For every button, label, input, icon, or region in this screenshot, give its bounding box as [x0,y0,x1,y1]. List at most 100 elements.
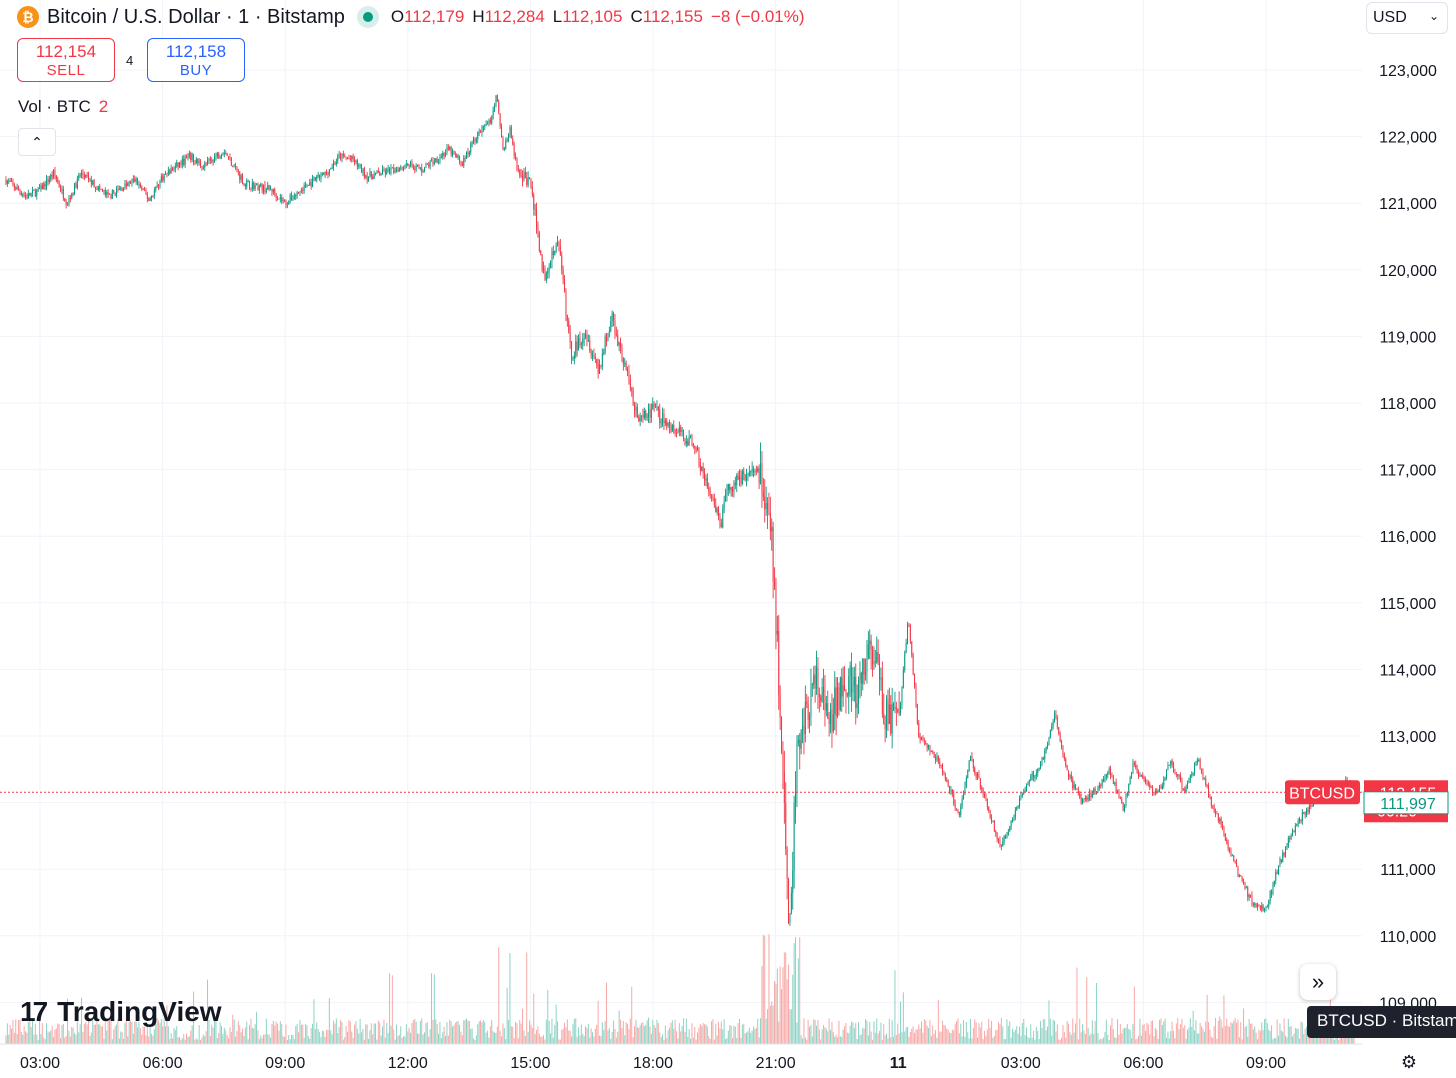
volume-bar [12,1019,14,1044]
candle-body [909,626,911,642]
candle-body [303,185,305,191]
candle-body [778,630,780,696]
candle-body [300,189,302,192]
candle-body [1054,713,1056,722]
candle-body [734,482,736,486]
volume-bar [1315,1032,1317,1044]
candle-body [510,127,512,139]
candle-body [174,166,176,169]
volume-bar [610,1038,612,1044]
volume-bar [65,1035,67,1044]
volume-bar [174,1029,176,1044]
candle-body [208,158,210,161]
volume-bar [71,1026,73,1044]
candle-body [121,187,123,191]
volume-bar [824,1027,826,1044]
candle-body [902,669,904,688]
volume-bar [695,1039,697,1044]
price-axis-panel[interactable] [1362,0,1456,1078]
candle-body [186,157,188,159]
volume-bar [817,1019,819,1044]
candle-body [373,174,375,179]
volume-bar [1262,1029,1264,1044]
candle-body [744,474,746,481]
candle-body [603,352,605,354]
volume-bar [162,1026,164,1044]
volume-bar [90,1032,92,1044]
volume-bar [467,1020,469,1044]
candle-body [1171,760,1173,765]
candle-body [20,192,22,196]
candle-body [968,760,970,772]
volume-legend[interactable]: Vol · BTC 2 [18,97,108,117]
candle-body [634,405,636,411]
candle-body [963,793,965,799]
volume-bar [512,1026,514,1044]
symbol-title[interactable]: Bitcoin / U.S. Dollar · 1 · Bitstamp [47,5,345,28]
volume-bar [18,1020,20,1044]
volume-bar [1073,1032,1075,1044]
candle-body [774,581,776,587]
volume-bar [253,1028,255,1044]
volume-bar [544,1039,546,1044]
volume-bar [267,1034,269,1044]
volume-bar [184,1039,186,1044]
candle-body [380,174,382,176]
volume-bar [1002,1026,1004,1044]
currency-select[interactable]: USD ⌄ [1366,2,1448,34]
volume-bar [1304,1028,1306,1044]
candle-body [652,404,654,410]
volume-bar [961,1036,963,1044]
volume-bar [643,1026,645,1044]
scroll-to-realtime-button[interactable]: » [1300,964,1336,1000]
volume-bar [1311,1036,1313,1044]
sell-button[interactable]: 112,154 SELL [17,38,115,82]
volume-bar [396,1024,398,1044]
candle-body [474,137,476,142]
buy-button[interactable]: 112,158 BUY [147,38,245,82]
candle-body [459,155,461,162]
volume-bar [1259,1030,1261,1044]
candle-body [452,150,454,155]
candle-body [685,441,687,444]
candle-body [508,133,510,140]
volume-bar [480,1020,482,1044]
volume-bar [327,1030,329,1044]
tradingview-logo[interactable]: 17 TradingView [20,996,222,1028]
candle-body [550,261,552,268]
volume-bar [832,1032,834,1044]
candle-body [828,717,830,724]
chart-settings-button[interactable]: ⚙ [1396,1050,1422,1074]
volume-bar [541,1036,543,1044]
symbol-header[interactable]: ₿ Bitcoin / U.S. Dollar · 1 · Bitstamp O… [17,5,805,29]
candle-body [267,185,269,190]
candle-body [730,487,732,491]
volume-bar [559,1039,561,1044]
candle-body [887,699,889,725]
volume-bar [708,1036,710,1044]
candle-body [566,314,568,321]
volume-bar [764,935,766,1044]
volume-bar [919,1028,921,1044]
volume-bar [895,1034,897,1044]
volume-bar [5,1035,7,1044]
volume-bar [1156,1029,1158,1044]
volume-bar [403,1036,405,1044]
collapse-legend-button[interactable]: ⌃ [18,128,56,156]
candle-body [586,334,588,341]
volume-bar [375,1023,377,1044]
volume-bar [53,1037,55,1044]
volume-bar [279,1021,281,1044]
volume-bar [34,1023,36,1044]
volume-bar [590,1028,592,1044]
candle-body [1006,835,1008,838]
candle-body [936,756,938,760]
candle-body [1259,905,1261,910]
candle-body [390,167,392,175]
volume-bar [1185,1038,1187,1044]
volume-bar [1128,1028,1130,1044]
candle-body [894,707,896,710]
candle-body [1233,855,1235,862]
candle-body [351,155,353,160]
